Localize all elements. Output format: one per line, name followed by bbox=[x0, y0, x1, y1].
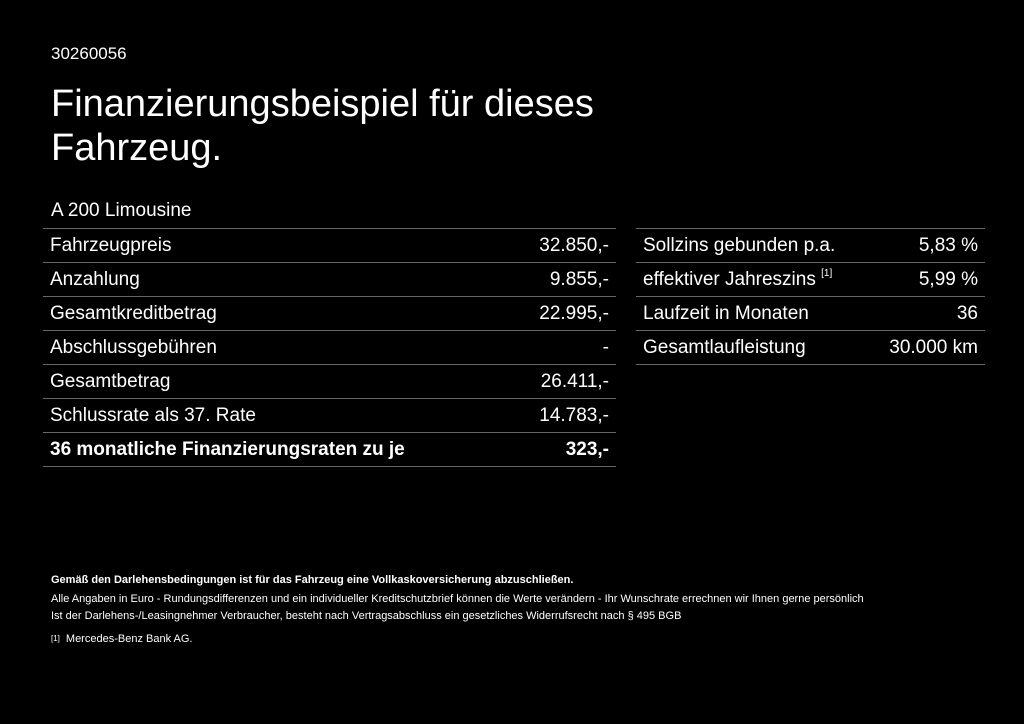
row-value: 26.411,- bbox=[509, 364, 616, 399]
row-value: - bbox=[509, 330, 616, 365]
row-value: 14.783,- bbox=[509, 398, 616, 433]
table-row-total: 36 monatliche Finanzierungsraten zu je 32… bbox=[43, 432, 616, 467]
table-row: Gesamtbetrag 26.411,- bbox=[43, 364, 616, 399]
row-label: Gesamtbetrag bbox=[43, 364, 510, 399]
footnote-mark: [1] bbox=[51, 634, 60, 643]
table-row: Abschlussgebühren - bbox=[43, 330, 616, 365]
row-label: Abschlussgebühren bbox=[43, 330, 510, 365]
footnote-text: Mercedes-Benz Bank AG. bbox=[65, 633, 193, 645]
row-label: Laufzeit in Monaten bbox=[636, 296, 869, 331]
row-label: Gesamtlaufleistung bbox=[636, 330, 869, 365]
row-value: 22.995,- bbox=[509, 296, 616, 331]
interest-table: Sollzins gebunden p.a. 5,83 % effektiver … bbox=[636, 228, 985, 365]
row-label: Sollzins gebunden p.a. bbox=[636, 228, 869, 263]
withdrawal-note: Ist der Darlehens-/Leasingnehmer Verbrau… bbox=[51, 610, 682, 622]
table-row: Fahrzeugpreis 32.850,- bbox=[43, 228, 616, 263]
row-label: Schlussrate als 37. Rate bbox=[43, 398, 510, 433]
row-label: effektiver Jahreszins [1] bbox=[636, 262, 869, 297]
table-row: Anzahlung 9.855,- bbox=[43, 262, 616, 297]
row-value: 5,99 % bbox=[868, 262, 985, 297]
table-row: Laufzeit in Monaten 36 bbox=[636, 296, 985, 331]
legal-notes: Gemäß den Darlehensbedingungen ist für d… bbox=[51, 571, 864, 649]
row-value: 9.855,- bbox=[509, 262, 616, 297]
footnote: [1] Mercedes-Benz Bank AG. bbox=[51, 630, 864, 649]
page-title: Finanzierungsbeispiel für dieses Fahrzeu… bbox=[51, 83, 594, 169]
row-value: 5,83 % bbox=[868, 228, 985, 263]
table-row: Gesamtkreditbetrag 22.995,- bbox=[43, 296, 616, 331]
row-value: 36 bbox=[868, 296, 985, 331]
row-value: 32.850,- bbox=[509, 228, 616, 263]
vehicle-code: 30260056 bbox=[51, 44, 127, 63]
row-label-text: effektiver Jahreszins bbox=[643, 268, 816, 290]
row-value: 323,- bbox=[509, 432, 616, 467]
insurance-note: Gemäß den Darlehensbedingungen ist für d… bbox=[51, 574, 574, 586]
table-row: Schlussrate als 37. Rate 14.783,- bbox=[43, 398, 616, 433]
disclaimer-line: Alle Angaben in Euro - Rundungsdifferenz… bbox=[51, 593, 864, 605]
row-value: 30.000 km bbox=[868, 330, 985, 365]
model-name: A 200 Limousine bbox=[51, 200, 192, 221]
row-label: Anzahlung bbox=[43, 262, 510, 297]
financing-table: Fahrzeugpreis 32.850,- Anzahlung 9.855,- G… bbox=[43, 228, 616, 467]
row-label: Gesamtkreditbetrag bbox=[43, 296, 510, 331]
table-row: effektiver Jahreszins [1] 5,99 % bbox=[636, 262, 985, 297]
footnote-ref: [1] bbox=[821, 267, 833, 279]
row-label: Fahrzeugpreis bbox=[43, 228, 510, 263]
table-row: Gesamtlaufleistung 30.000 km bbox=[636, 330, 985, 365]
table-row: Sollzins gebunden p.a. 5,83 % bbox=[636, 228, 985, 263]
row-label: 36 monatliche Finanzierungsraten zu je bbox=[43, 432, 510, 467]
